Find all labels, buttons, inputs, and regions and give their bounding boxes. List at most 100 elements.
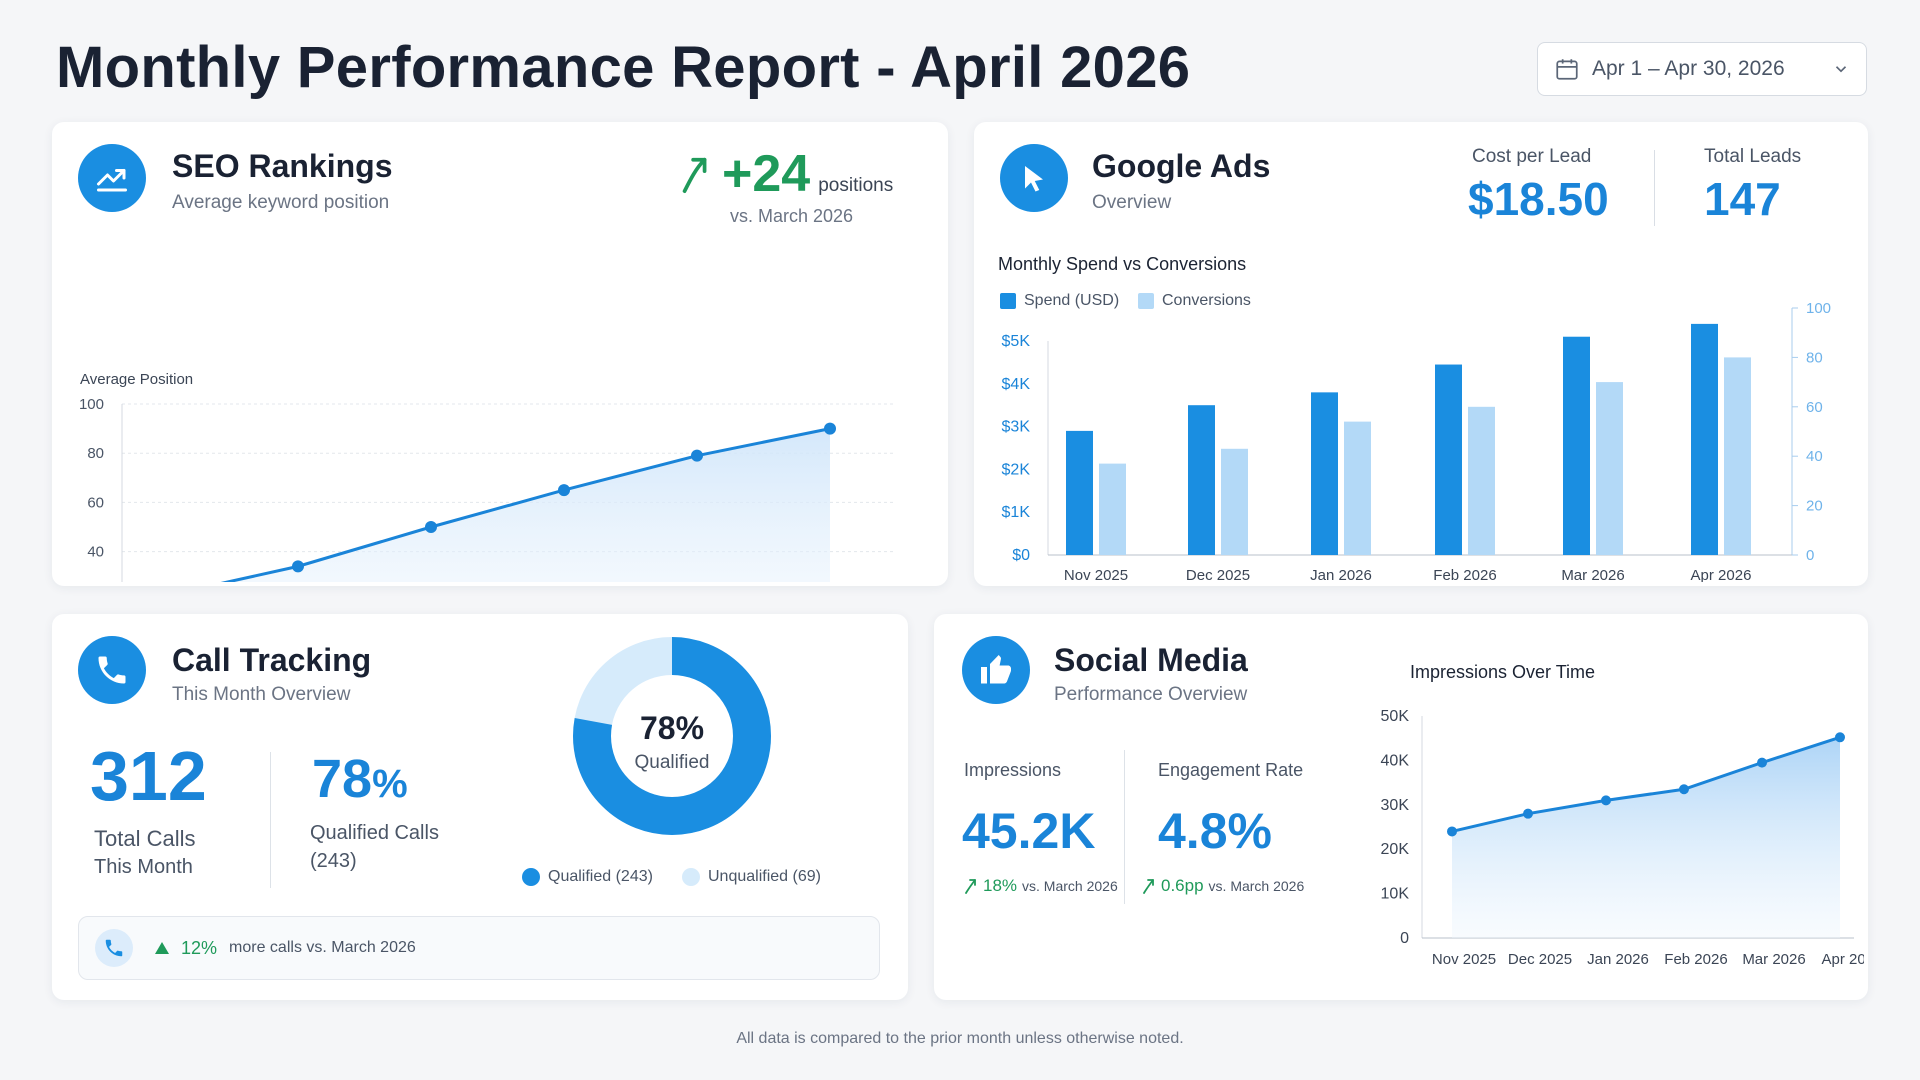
social-x-tick: Mar 2026 (1742, 951, 1805, 968)
legend-qualified-label: Qualified (243) (548, 868, 653, 885)
impressions-value: 45.2K (962, 803, 1096, 859)
impressions-delta-compare: vs. March 2026 (1022, 878, 1118, 894)
seo-delta-unit: positions (818, 175, 894, 196)
call-tracking-card: Call Tracking This Month Overview 312 To… (52, 614, 908, 1000)
ads-y-tick-left: $3K (1002, 419, 1031, 436)
stats-divider (1654, 150, 1655, 226)
trend-up-icon (78, 144, 146, 212)
ads-title: Google Ads (1092, 148, 1271, 184)
ads-x-tick: Feb 2026 (1433, 567, 1496, 582)
ads-y-tick-left: $4K (1002, 376, 1031, 393)
calls-footer-text: more calls vs. March 2026 (229, 939, 416, 956)
social-point (1757, 757, 1767, 768)
calls-divider (270, 752, 271, 888)
social-x-tick: Dec 2025 (1508, 951, 1572, 968)
seo-line-chart: Average Position020406080100Nov 2025Dec … (79, 371, 896, 582)
phone-icon (95, 929, 133, 967)
legend-swatch-spend (1000, 293, 1016, 309)
ads-y-tick-left: $2K (1002, 461, 1031, 478)
seo-title: SEO Rankings (172, 148, 393, 184)
legend-qualified: Qualified (243) (522, 868, 653, 886)
legend-swatch-conversions (1138, 293, 1154, 309)
qualified-donut-chart (573, 637, 771, 835)
impressions-area-chart: 0 10K 20K 30K 40K 50K Nov 2025 Dec 2025 Jan 2026… (1381, 708, 1864, 968)
social-line (1451, 735, 1841, 833)
social-point (1835, 732, 1845, 743)
legend-conversions-label: Conversions (1162, 292, 1251, 309)
ads-x-tick: Nov 2025 (1064, 567, 1128, 582)
legend-unqualified: Unqualified (69) (682, 868, 821, 886)
total-leads-label: Total Leads (1704, 146, 1802, 167)
seo-y-axis-label: Average Position (80, 371, 193, 388)
social-point (1523, 808, 1533, 819)
engagement-delta-value: 0.6pp (1161, 876, 1204, 895)
social-x-tick: Feb 2026 (1664, 951, 1727, 968)
ads-y-tick-right: 60 (1806, 399, 1823, 416)
social-y-tick: 20K (1381, 841, 1410, 858)
donut-center-value: 78% (639, 710, 705, 746)
qualified-pct-value: 78 (312, 749, 373, 809)
social-x-tick: Apr 2026 (1822, 951, 1864, 968)
seo-point (425, 521, 437, 533)
impressions-delta: 18% vs. March 2026 (964, 876, 1118, 896)
legend-unqualified-label: Unqualified (69) (708, 868, 821, 885)
social-y-tick: 50K (1381, 708, 1410, 725)
social-y-tick: 30K (1381, 797, 1410, 814)
ads-y-tick-left: $0 (1012, 547, 1030, 564)
ads-x-tick: Jan 2026 (1310, 567, 1372, 582)
legend-swatch-qualified (522, 868, 540, 886)
engagement-label: Engagement Rate (1158, 760, 1304, 780)
seo-delta-value: +24 (722, 145, 811, 203)
footnote: All data is compared to the prior month … (736, 1030, 1184, 1047)
social-point (1447, 826, 1457, 837)
calls-footer-pct: 12% (181, 937, 218, 958)
ads-chart-title: Monthly Spend vs Conversions (998, 254, 1247, 274)
ads-bar-conversions (1221, 448, 1248, 555)
ads-x-tick: Dec 2025 (1186, 567, 1250, 582)
social-x-tick: Jan 2026 (1587, 951, 1649, 968)
social-title: Social Media (1054, 642, 1248, 678)
date-range-label: Apr 1 – Apr 30, 2026 (1592, 57, 1785, 80)
ads-bar-spend (1066, 430, 1093, 555)
social-y-tick: 0 (1400, 930, 1409, 947)
total-calls-value: 312 (90, 737, 207, 815)
engagement-delta: 0.6pp vs. March 2026 (1142, 876, 1304, 896)
google-ads-card: Google Ads Overview Cost per Lead $18.50… (974, 122, 1868, 586)
impressions-label: Impressions (964, 760, 1062, 780)
cost-per-lead-label: Cost per Lead (1472, 146, 1592, 167)
ads-y-tick-right: 40 (1806, 448, 1823, 465)
seo-y-tick: 60 (87, 494, 104, 511)
ads-y-tick-right: 100 (1806, 300, 1831, 317)
thumbs-up-icon (962, 636, 1030, 704)
seo-subtitle: Average keyword position (172, 192, 390, 213)
ads-bar-spend (1435, 364, 1462, 555)
total-calls-label: Total Calls (94, 826, 196, 851)
calls-title: Call Tracking (172, 642, 372, 678)
seo-delta: +24 positions (678, 144, 893, 204)
engagement-delta-compare: vs. March 2026 (1208, 878, 1305, 894)
ads-bar-spend (1188, 405, 1215, 555)
ads-bar-conversions (1099, 463, 1126, 555)
ads-y-tick-left: $5K (1002, 333, 1031, 350)
ads-bar-spend (1311, 392, 1338, 555)
social-point (1601, 795, 1611, 806)
ads-bar-spend (1691, 323, 1718, 555)
ads-bar-spend (1563, 336, 1590, 555)
seo-point (558, 484, 570, 497)
phone-icon (78, 636, 146, 704)
engagement-value: 4.8% (1158, 803, 1272, 859)
ads-bar-conversions (1344, 421, 1371, 555)
seo-area-fill (227, 428, 830, 582)
calls-subtitle: This Month Overview (172, 684, 351, 705)
legend-spend: Spend (USD) (1000, 292, 1119, 310)
qualified-calls-count: (243) (310, 850, 357, 872)
social-media-card: Social Media Performance Overview Impres… (934, 614, 1868, 1000)
donut-center-label: Qualified (634, 752, 710, 773)
social-x-tick: Nov 2025 (1432, 951, 1496, 968)
ads-x-tick: Apr 2026 (1691, 567, 1752, 582)
legend-swatch-unqualified (682, 868, 700, 886)
seo-y-tick: 100 (79, 396, 104, 413)
date-range-picker[interactable]: Apr 1 – Apr 30, 2026 (1537, 42, 1867, 96)
cursor-icon (1000, 144, 1068, 212)
ads-bar-conversions (1468, 406, 1495, 555)
